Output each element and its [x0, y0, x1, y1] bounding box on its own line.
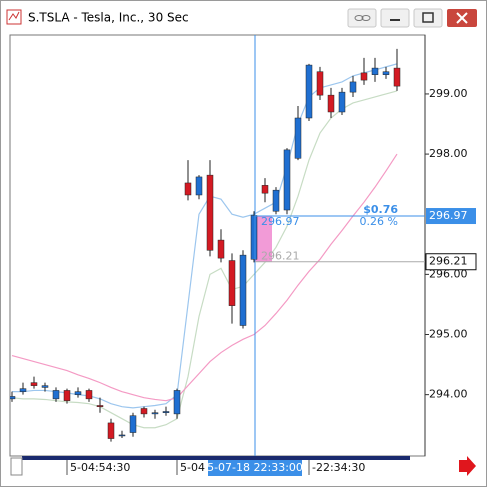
candle-body — [129, 415, 137, 433]
candle-body — [261, 185, 269, 194]
candle-body — [41, 385, 49, 388]
candle-body — [63, 390, 71, 401]
plot-content — [10, 48, 401, 442]
candle-body — [371, 67, 379, 75]
candle-body — [140, 408, 148, 415]
price-box-from-label: 296.21 — [429, 255, 468, 268]
candle-body — [151, 412, 159, 415]
candle-body — [173, 390, 181, 415]
measure-box — [255, 216, 272, 262]
candle-body — [316, 71, 324, 96]
x-tick-label: -22:34:30 — [312, 461, 365, 474]
measure-change-pct: 0.26 % — [360, 215, 398, 228]
candle-body — [52, 390, 60, 400]
candle-body — [30, 382, 38, 386]
candle-body — [10, 396, 16, 400]
close-button[interactable] — [447, 9, 477, 27]
candle-body — [228, 260, 236, 306]
scroll-right-arrow[interactable] — [459, 456, 476, 476]
candle-body — [118, 434, 126, 437]
candle-body — [382, 71, 390, 75]
scroll-bar[interactable] — [22, 456, 410, 460]
y-tick-label: 299.00 — [429, 87, 468, 100]
app-icon — [6, 9, 22, 25]
candle-body — [19, 388, 27, 392]
candle-body — [195, 176, 203, 196]
candle-body — [162, 411, 170, 413]
candle-body — [206, 174, 214, 251]
app-icon-graph — [8, 11, 20, 21]
price-box-to — [426, 208, 476, 225]
window-title: S.TSLA - Tesla, Inc., 30 Sec — [28, 11, 189, 25]
link-button[interactable] — [347, 8, 377, 28]
y-tick-label: 294.00 — [429, 388, 468, 401]
y-tick-label: 295.00 — [429, 328, 468, 341]
measure-change: $0.76 — [363, 203, 398, 216]
measure-from-text: 296.21 — [261, 250, 300, 263]
scroll-box[interactable] — [10, 457, 23, 476]
price-box-from — [425, 253, 477, 271]
y-tick-label: 298.00 — [429, 147, 468, 160]
x-tick-label: 5-04:54:30 — [70, 461, 130, 474]
indicator-line — [11, 90, 398, 429]
crosshair-time-box — [208, 460, 302, 476]
candle-body — [184, 182, 192, 196]
candle-body — [85, 390, 93, 400]
candle-body — [360, 72, 368, 81]
candle-body — [305, 64, 313, 119]
candle-body — [338, 91, 346, 113]
candle-body — [239, 254, 247, 326]
crosshair-time-label: 5-07-18 22:33:00 — [207, 461, 303, 474]
candle-body — [283, 149, 291, 211]
candle-body — [96, 405, 104, 407]
candle-body — [272, 189, 280, 212]
maximize-button[interactable] — [413, 8, 443, 28]
measure-to-text: 296.97 — [261, 215, 300, 228]
candle-body — [349, 81, 357, 93]
candle-body — [217, 239, 225, 259]
minimize-button[interactable] — [380, 8, 410, 28]
y-tick-label: 296.00 — [429, 267, 468, 280]
x-tick-label: 5-04 — [180, 461, 205, 474]
candle-body — [393, 67, 401, 87]
indicator-line — [11, 153, 398, 402]
candle-body — [107, 422, 115, 439]
price-box-to-label: 296.97 — [429, 209, 468, 222]
candle-body — [294, 117, 302, 159]
candle-body — [74, 391, 82, 395]
plot-area — [9, 34, 426, 457]
candle-body — [327, 94, 335, 113]
candle-body — [250, 215, 258, 260]
